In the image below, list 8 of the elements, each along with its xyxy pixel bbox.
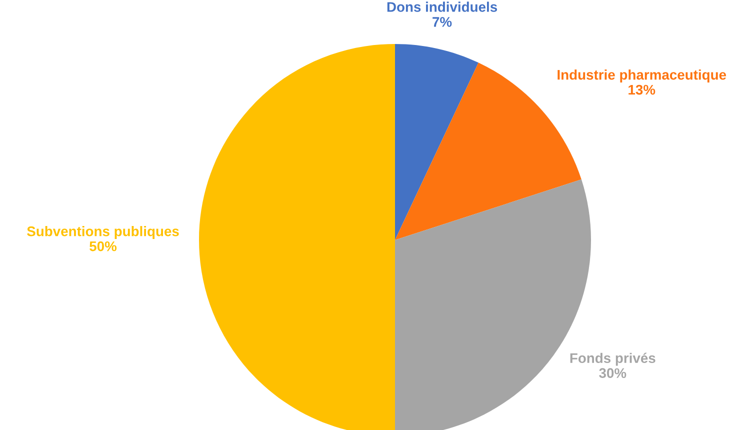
data-label: 50% bbox=[90, 241, 117, 252]
data-label: 7% bbox=[432, 17, 452, 27]
slice-label: Subventions publiques bbox=[27, 226, 179, 239]
data-label: 30% bbox=[599, 368, 626, 378]
slice-label: Fonds privés bbox=[570, 352, 656, 366]
slice-label: Industrie pharmaceutique bbox=[558, 70, 726, 82]
data-label: 13% bbox=[628, 84, 656, 95]
slice-label: Dons individuels bbox=[387, 2, 498, 12]
